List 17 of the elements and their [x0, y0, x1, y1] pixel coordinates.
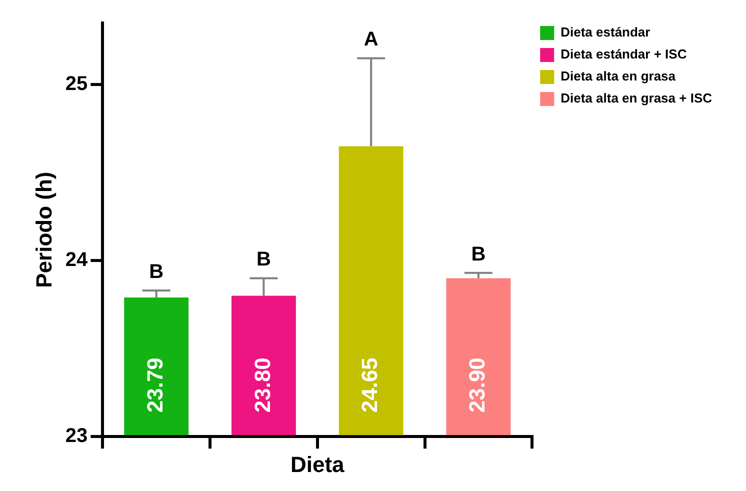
- annotation: B: [149, 261, 164, 284]
- legend-label: Dieta estándar + ISC: [560, 46, 688, 62]
- legend-label: Dieta estándar: [560, 24, 650, 40]
- x-axis-title: Dieta: [290, 452, 346, 477]
- y-tick-label: 23: [65, 425, 88, 448]
- annotation: B: [471, 243, 486, 266]
- data-label: 23.80: [250, 358, 275, 413]
- legend-label: Dieta alta en grasa + ISC: [560, 90, 713, 106]
- data-label: 23.79: [142, 358, 168, 413]
- annotation: B: [256, 248, 271, 271]
- data-label: 24.65: [357, 358, 382, 413]
- legend-label: Dieta alta en grasa: [560, 68, 676, 84]
- y-tick-label: 24: [65, 249, 89, 272]
- annotation: A: [364, 28, 378, 51]
- data-label: 23.90: [464, 358, 490, 413]
- y-axis-title: Periodo (h): [31, 172, 56, 288]
- y-tick-label: 25: [65, 73, 88, 96]
